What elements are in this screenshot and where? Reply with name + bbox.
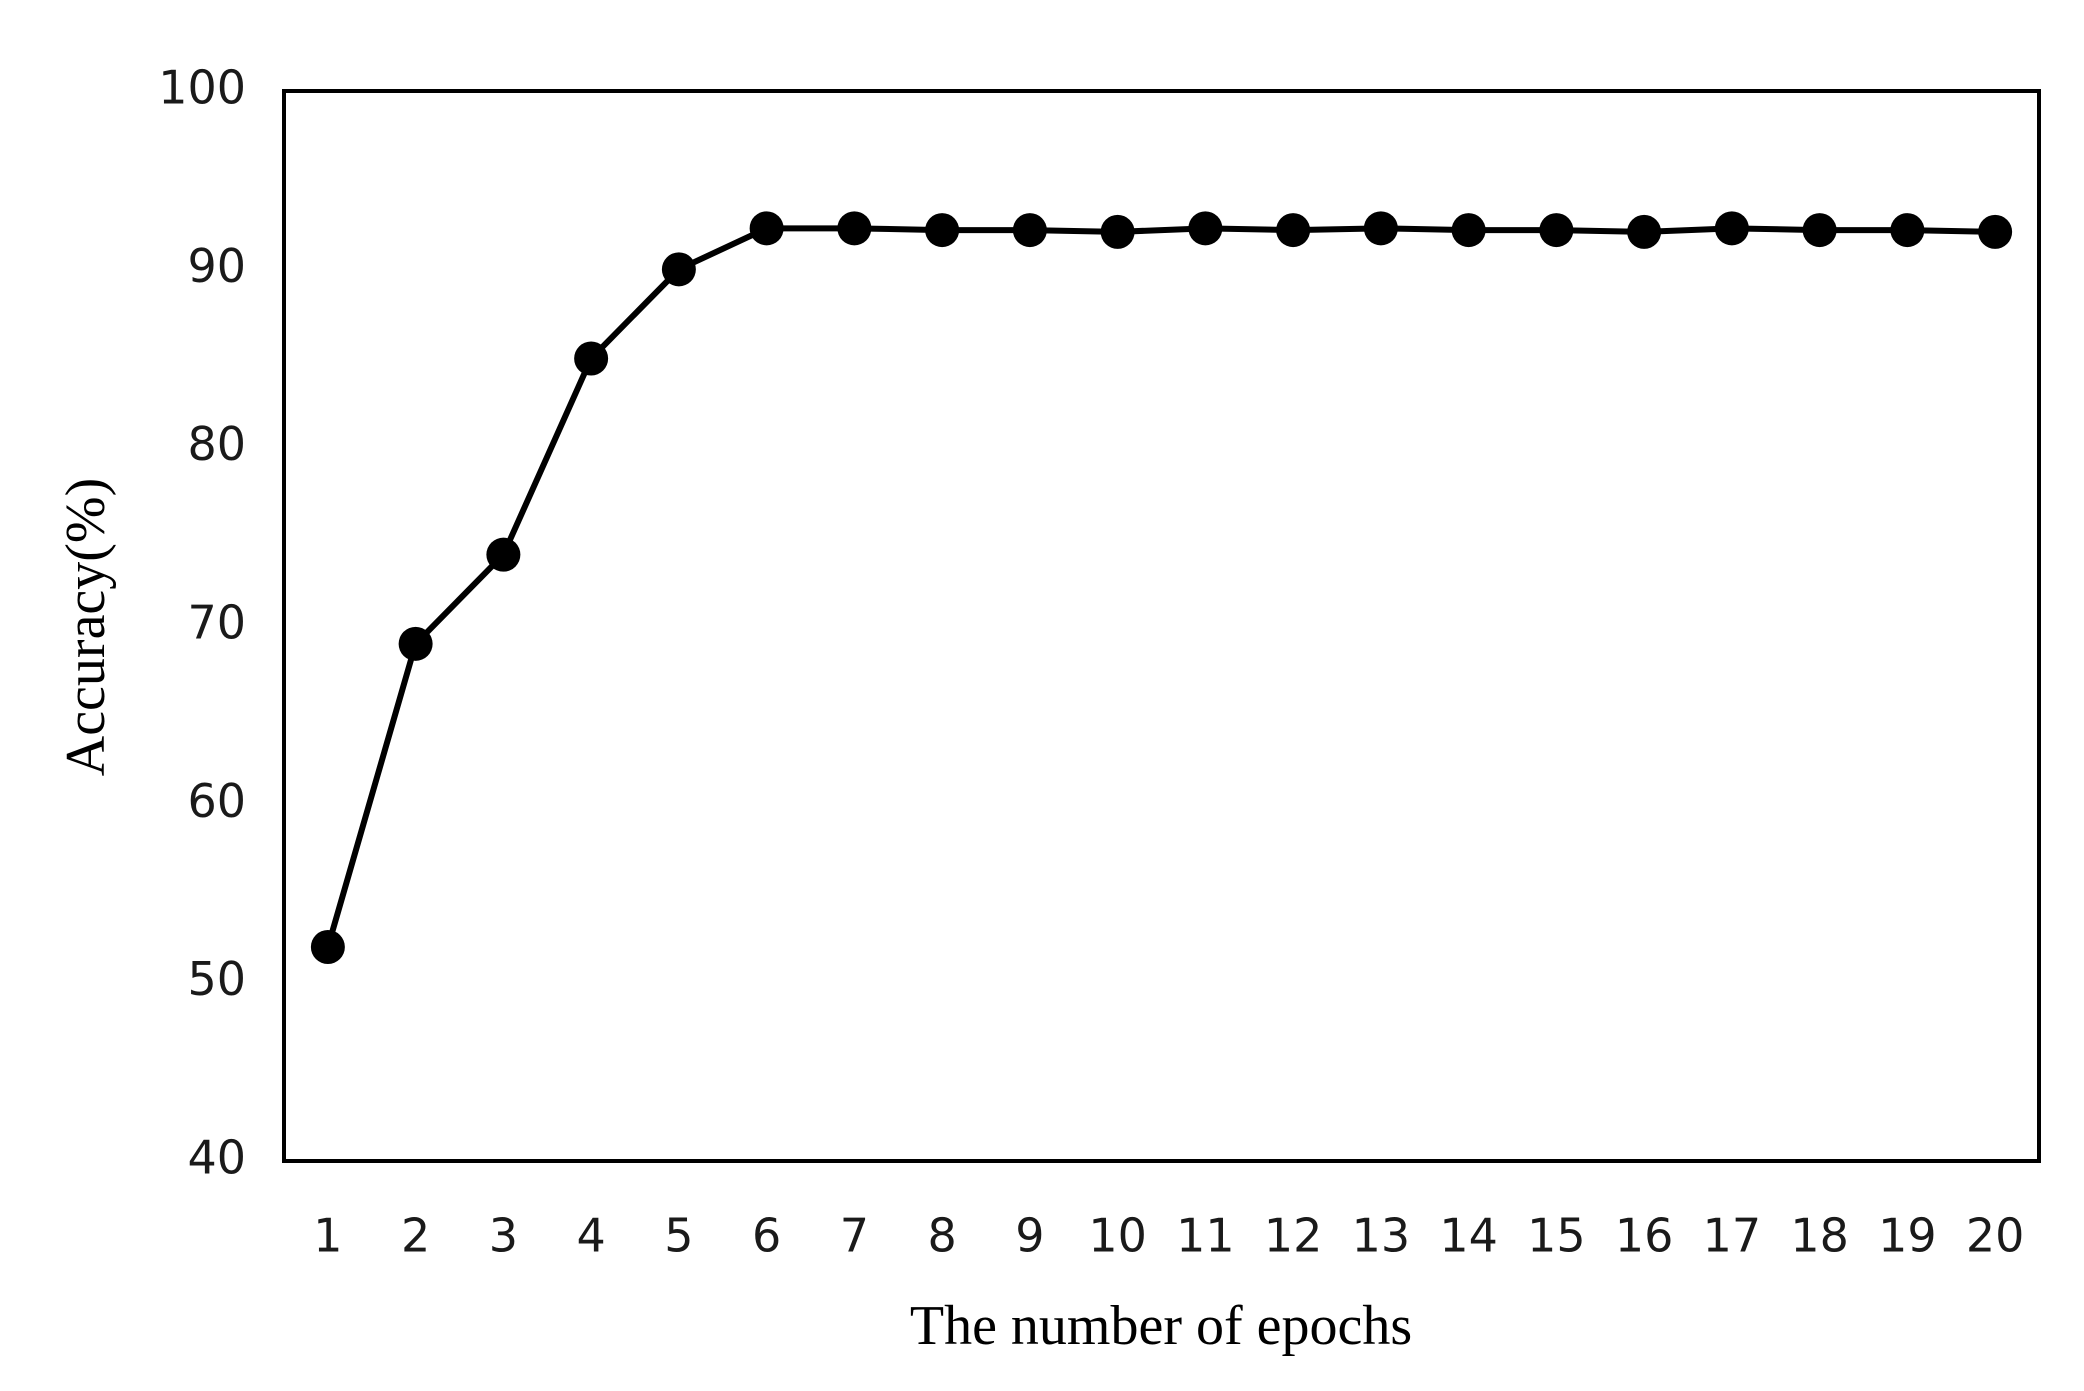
x-tick-label: 11 <box>1176 1209 1235 1263</box>
plot-frame <box>282 89 2041 1163</box>
x-tick-label: 10 <box>1088 1209 1147 1263</box>
x-tick-label: 7 <box>840 1209 869 1263</box>
y-tick-label: 70 <box>187 596 246 650</box>
x-tick-label: 13 <box>1352 1209 1411 1263</box>
x-tick-label: 18 <box>1790 1209 1849 1263</box>
marker <box>1714 211 1749 246</box>
x-tick-label: 15 <box>1527 1209 1586 1263</box>
y-axis-title: Accuracy(%) <box>55 478 117 776</box>
marker <box>1802 213 1837 248</box>
marker <box>1627 214 1662 249</box>
x-tick-label: 3 <box>489 1209 518 1263</box>
y-tick-label: 40 <box>187 1131 246 1185</box>
marker <box>1978 214 2013 249</box>
marker <box>1539 213 1574 248</box>
x-tick-label: 20 <box>1966 1209 2025 1263</box>
x-tick-label: 2 <box>401 1209 430 1263</box>
marker <box>1363 211 1398 246</box>
y-tick-label: 50 <box>187 952 246 1006</box>
x-tick-label: 17 <box>1703 1209 1762 1263</box>
x-axis-title: The number of epochs <box>910 1295 1412 1357</box>
marker <box>310 930 345 964</box>
marker <box>1890 213 1925 248</box>
x-tick-label: 12 <box>1264 1209 1323 1263</box>
marker <box>1100 214 1135 249</box>
y-tick-label: 90 <box>187 239 246 293</box>
marker <box>749 211 784 246</box>
y-tick-label: 100 <box>158 61 246 115</box>
marker <box>925 213 960 248</box>
marker <box>1276 213 1311 248</box>
x-tick-label: 6 <box>752 1209 781 1263</box>
y-tick-label: 60 <box>187 774 246 828</box>
y-tick-label: 80 <box>187 417 246 471</box>
marker <box>661 252 696 287</box>
x-tick-label: 8 <box>927 1209 956 1263</box>
marker <box>837 211 872 246</box>
marker <box>1188 211 1223 246</box>
marker <box>1012 213 1047 248</box>
marker <box>398 626 433 661</box>
marker <box>486 537 521 572</box>
x-tick-label: 19 <box>1878 1209 1937 1263</box>
marker <box>574 341 609 376</box>
x-tick-label: 9 <box>1015 1209 1044 1263</box>
x-tick-label: 14 <box>1439 1209 1498 1263</box>
marker <box>1451 213 1486 248</box>
x-tick-label: 5 <box>664 1209 693 1263</box>
x-tick-label: 4 <box>576 1209 605 1263</box>
line <box>324 225 1996 948</box>
x-tick-label: 16 <box>1615 1209 1674 1263</box>
x-tick-label: 1 <box>313 1209 342 1263</box>
